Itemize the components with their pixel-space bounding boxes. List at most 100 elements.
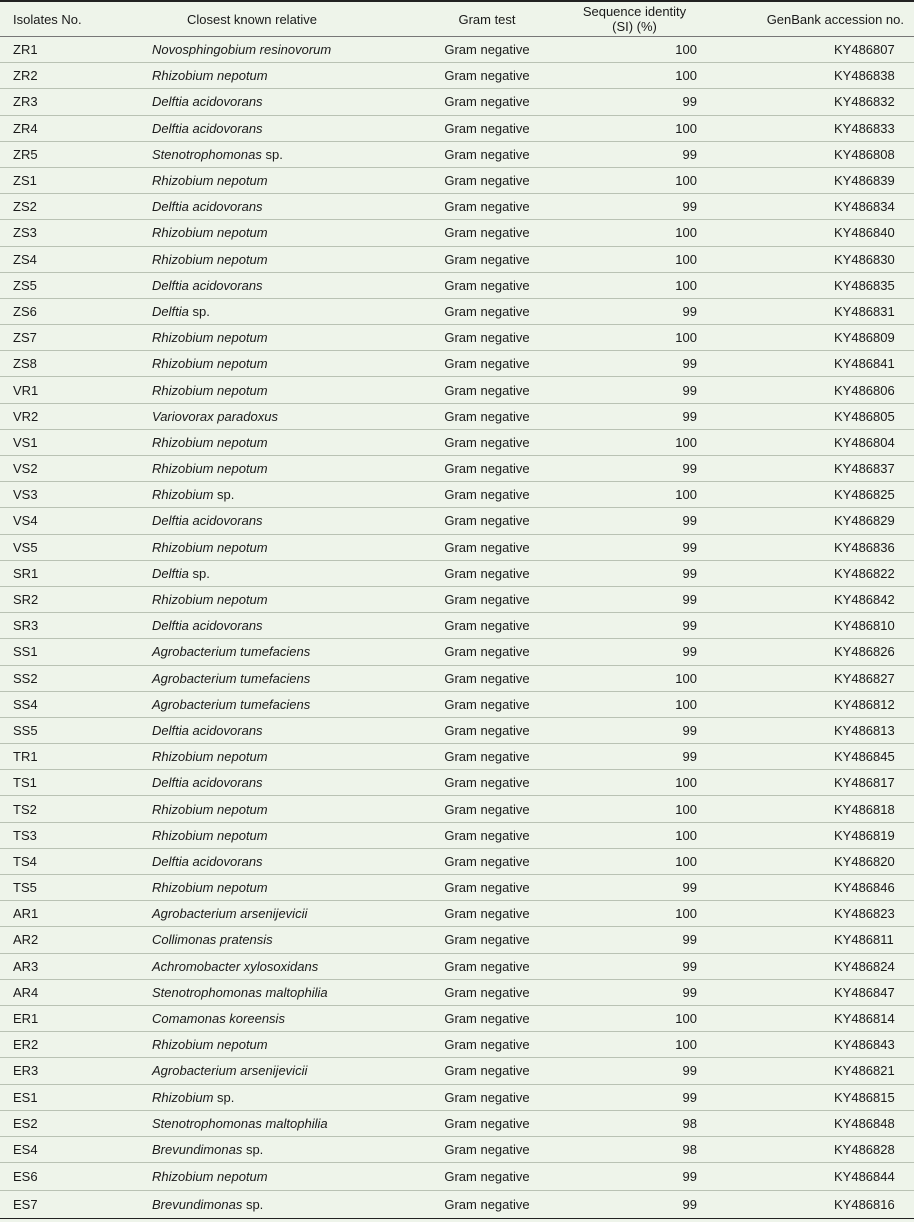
species-name: Rhizobium — [152, 487, 214, 503]
species-name: Rhizobium nepotum — [152, 461, 268, 477]
closest-relative: Comamonas koreensis — [152, 1005, 402, 1033]
table-row: ZR3 Delftia acidovorans Gram negative 99 KY4… — [0, 88, 914, 116]
sequence-identity: 99 — [572, 560, 697, 587]
table-row: ZR4 Delftia acidovorans Gram negative 100 KY… — [0, 115, 914, 142]
table-row: ZS7 Rhizobium nepotum Gram negative 100 KY48… — [0, 324, 914, 352]
closest-relative: Rhizobium nepotum — [152, 167, 402, 195]
isolate-id: AR2 — [0, 926, 152, 954]
accession-no: KY486842 — [697, 586, 914, 614]
sequence-identity: 99 — [572, 979, 697, 1006]
gram-test: Gram negative — [402, 350, 572, 378]
species-name: Rhizobium nepotum — [152, 68, 268, 84]
accession-no: KY486825 — [697, 481, 914, 509]
gram-test: Gram negative — [402, 1005, 572, 1033]
table-row: AR4 Stenotrophomonas maltophilia Gram nega… — [0, 979, 914, 1006]
isolate-id: ER2 — [0, 1031, 152, 1059]
isolate-id: ER1 — [0, 1005, 152, 1033]
species-name: Delftia — [152, 565, 189, 581]
isolate-id: ZS3 — [0, 219, 152, 247]
isolate-id: ZS1 — [0, 167, 152, 195]
header-isolate: Isolates No. — [0, 1, 152, 37]
table-row: ZS6 Delftia sp. Gram negative 99 KY486831 — [0, 298, 914, 326]
gram-test: Gram negative — [402, 665, 572, 692]
table-row: ES1 Rhizobium sp. Gram negative 99 KY486815 — [0, 1084, 914, 1111]
isolate-id: AR4 — [0, 979, 152, 1006]
sequence-identity: 99 — [572, 193, 697, 221]
closest-relative: Rhizobium nepotum — [152, 1031, 402, 1059]
table-row: TS4 Delftia acidovorans Gram negative 100 KY… — [0, 848, 914, 876]
accession-no: KY486809 — [697, 324, 914, 352]
gram-test: Gram negative — [402, 586, 572, 614]
species-name: Agrobacterium tumefaciens — [152, 644, 311, 660]
gram-test: Gram negative — [402, 769, 572, 797]
accession-no: KY486810 — [697, 612, 914, 640]
table-row: VS1 Rhizobium nepotum Gram negative 100 KY48… — [0, 429, 914, 457]
closest-relative: Delftia acidovorans — [152, 88, 402, 116]
closest-relative: Rhizobium nepotum — [152, 350, 402, 378]
sequence-identity: 100 — [572, 167, 697, 195]
species-name: Rhizobium nepotum — [152, 539, 268, 555]
table-row: VS3 Rhizobium sp. Gram negative 100 KY486825 — [0, 481, 914, 509]
gram-test: Gram negative — [402, 167, 572, 195]
sequence-identity: 100 — [572, 769, 697, 797]
closest-relative: Rhizobium nepotum — [152, 822, 402, 849]
species-name: Stenotrophomonas maltophilia — [152, 1115, 328, 1131]
table-row: VS4 Delftia acidovorans Gram negative 99 KY4… — [0, 507, 914, 535]
sequence-identity: 99 — [572, 743, 697, 771]
accession-no: KY486827 — [697, 665, 914, 692]
closest-relative: Rhizobium nepotum — [152, 324, 402, 352]
gram-test: Gram negative — [402, 560, 572, 587]
sequence-identity: 99 — [572, 874, 697, 902]
gram-test: Gram negative — [402, 874, 572, 902]
isolate-id: ES7 — [13, 1197, 38, 1213]
species-name: Rhizobium nepotum — [152, 827, 268, 843]
species-name: Novosphingobium resinovorum — [152, 42, 332, 58]
isolate-id: ES2 — [0, 1110, 152, 1137]
closest-relative: Rhizobium sp. — [152, 481, 402, 509]
species-name: Delftia acidovorans — [152, 120, 263, 136]
accession-no: KY486806 — [697, 376, 914, 404]
species-name: Delftia acidovorans — [152, 775, 263, 791]
isolate-id: VS3 — [0, 481, 152, 509]
isolate-id: VR1 — [0, 376, 152, 404]
table-row: ZR2 Rhizobium nepotum Gram negative 100 KY48… — [0, 62, 914, 90]
table-row: ES6 Rhizobium nepotum Gram negative 99 KY486… — [0, 1162, 914, 1192]
sequence-identity: 100 — [572, 324, 697, 352]
accession-no: KY486844 — [697, 1162, 914, 1192]
accession-no: KY486808 — [697, 141, 914, 168]
sequence-identity: 100 — [572, 219, 697, 247]
closest-relative: Delftia acidovorans — [152, 769, 402, 797]
table-row: ZR5 Stenotrophomonas sp. Gram negative 99 KY… — [0, 141, 914, 168]
species-name: Rhizobium nepotum — [152, 330, 268, 346]
table-row: ZS5 Delftia acidovorans Gram negative 100 KY… — [0, 272, 914, 299]
gram-test: Gram negative — [402, 507, 572, 535]
species-name: Rhizobium nepotum — [152, 801, 268, 817]
sequence-identity: 99 — [572, 1084, 697, 1111]
gram-test: Gram negative — [402, 219, 572, 247]
species-suffix: sp. — [242, 1197, 264, 1213]
table-row: ZS8 Rhizobium nepotum Gram negative 99 KY486… — [0, 350, 914, 378]
species-name: Delftia acidovorans — [152, 199, 263, 215]
gram-test: Gram negative — [402, 1162, 572, 1192]
table-row: VS2 Rhizobium nepotum Gram negative 99 KY486… — [0, 455, 914, 483]
gram-test: Gram negative — [402, 1136, 572, 1164]
isolate-id: ZR1 — [0, 36, 152, 64]
sequence-identity: 99 — [572, 1162, 697, 1192]
accession-no: KY486823 — [697, 900, 914, 928]
accession-no: KY486830 — [697, 246, 914, 273]
species-name: Delftia acidovorans — [152, 94, 263, 110]
species-name: Rhizobium nepotum — [152, 173, 268, 189]
table-row: TS2 Rhizobium nepotum Gram negative 100 KY48… — [0, 795, 914, 823]
gram-test: Gram negative — [402, 900, 572, 928]
sequence-identity: 100 — [572, 665, 697, 692]
closest-relative: Agrobacterium tumefaciens — [152, 638, 402, 666]
closest-relative: Delftia acidovorans — [152, 272, 402, 299]
accession-no: KY486816 — [834, 1197, 895, 1213]
sequence-identity: 100 — [572, 691, 697, 718]
accession-no: KY486826 — [697, 638, 914, 666]
sequence-identity: 100 — [572, 1031, 697, 1059]
closest-relative: Delftia sp. — [152, 298, 402, 326]
table-row: SS4 Agrobacterium tumefaciens Gram negativ… — [0, 691, 914, 718]
species-name: Variovorax paradoxus — [152, 408, 278, 424]
sequence-identity: 99 — [572, 403, 697, 430]
